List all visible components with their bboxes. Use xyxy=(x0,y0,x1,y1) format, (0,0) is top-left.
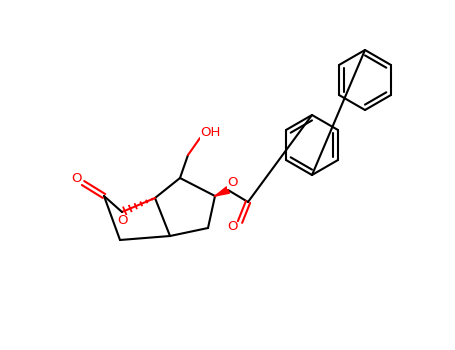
Polygon shape xyxy=(215,187,229,196)
Text: O: O xyxy=(227,175,237,189)
Text: O: O xyxy=(118,215,128,228)
Text: O: O xyxy=(227,219,237,232)
Text: O: O xyxy=(71,173,81,186)
Text: OH: OH xyxy=(200,126,220,140)
